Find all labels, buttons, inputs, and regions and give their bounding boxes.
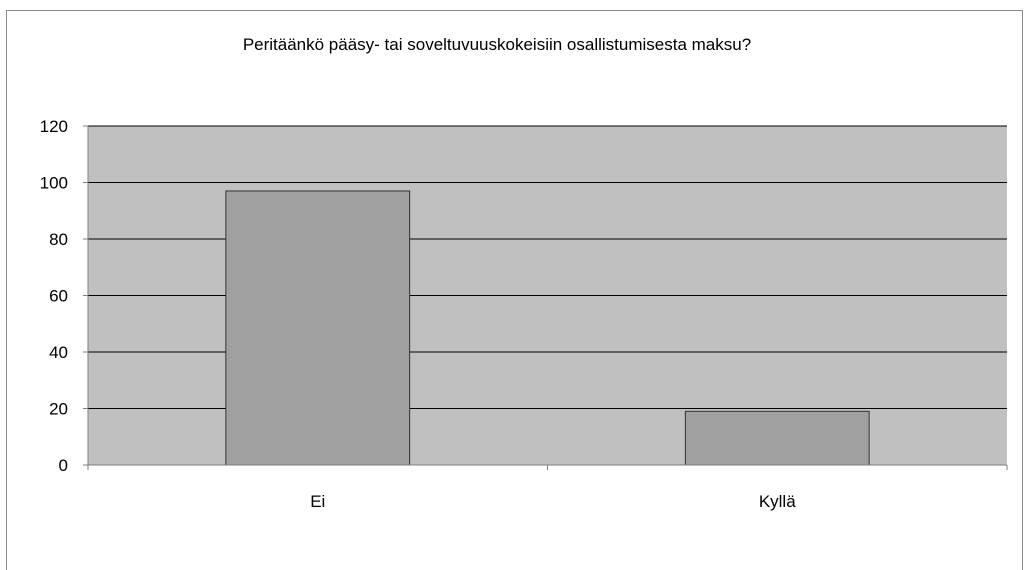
y-tick-label: 20	[49, 400, 68, 419]
y-tick-label: 60	[49, 287, 68, 306]
y-tick-label: 120	[40, 117, 68, 136]
x-category-label: Kyllä	[759, 492, 796, 511]
plot-area: 0 20 40 60 80 100 120 Ei Kyllä	[40, 117, 1008, 511]
chart-title: Peritäänkö pääsy- tai soveltuvuuskokeisi…	[243, 35, 751, 54]
y-tick-label: 100	[40, 174, 68, 193]
bar-ei	[225, 190, 411, 466]
x-category-label: Ei	[310, 492, 325, 511]
bar-kyllä	[684, 410, 870, 466]
y-tick-label: 80	[49, 230, 68, 249]
y-tick-label: 0	[59, 456, 68, 475]
y-tick-label: 40	[49, 343, 68, 362]
